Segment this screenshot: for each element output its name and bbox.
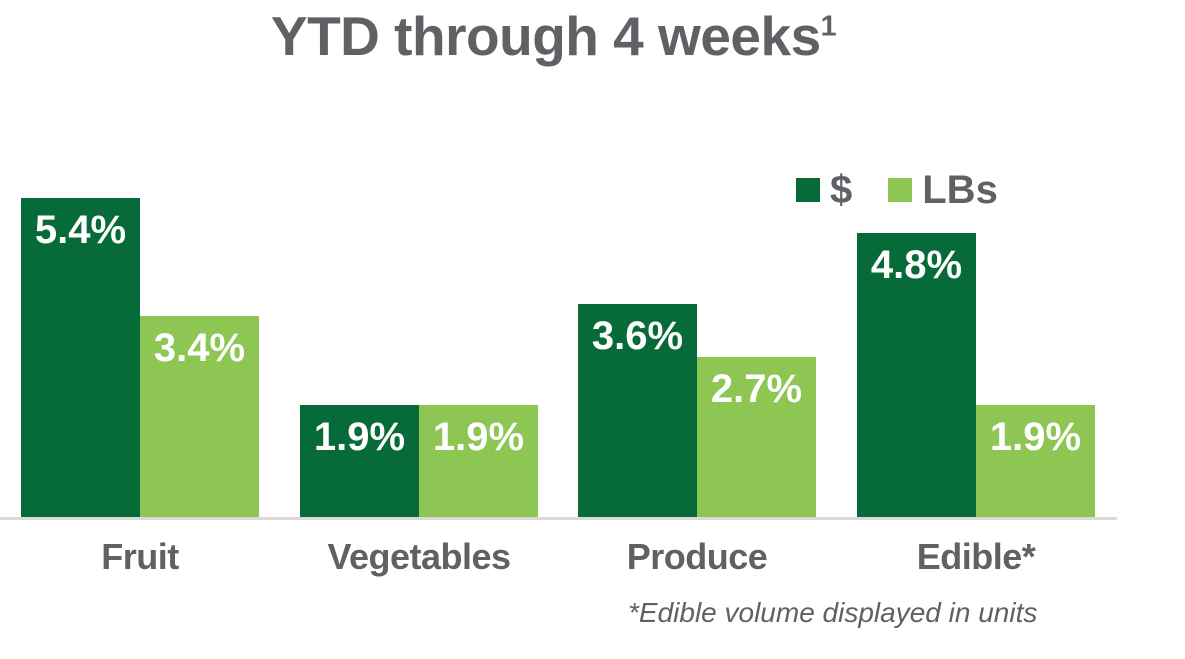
legend-swatch-dollars	[796, 178, 820, 202]
chart-title-footnote-marker: 1	[820, 10, 837, 43]
bar-value-label: 3.6%	[591, 314, 684, 358]
x-axis-line	[0, 517, 1117, 520]
legend-label-dollars: $	[830, 168, 853, 212]
category-label-produce: Produce	[626, 536, 768, 577]
bar-value-label: 1.9%	[989, 415, 1082, 459]
category-label-vegetables: Vegetables	[327, 536, 511, 577]
category-label-fruit: Fruit	[101, 536, 179, 577]
bar-value-label: 1.9%	[432, 415, 525, 459]
bar-lbs-produce: 2.7%	[697, 357, 816, 517]
bar-value-label: 3.4%	[153, 326, 246, 370]
bar-value-label: 1.9%	[313, 415, 406, 459]
chart-title: YTD through 4 weeks1	[0, 4, 1107, 68]
footnote: *Edible volume displayed in units	[628, 597, 1038, 628]
bar-value-label: 4.8%	[870, 243, 963, 287]
legend-swatch-lbs	[888, 178, 913, 202]
bar-dollars-edible: 4.8%	[857, 233, 976, 517]
legend-label-lbs: LBs	[922, 168, 998, 212]
chart-title-text: YTD through 4 weeks	[270, 5, 821, 67]
bar-value-label: 5.4%	[34, 208, 127, 252]
bar-lbs-edible: 1.9%	[976, 405, 1095, 517]
bar-dollars-produce: 3.6%	[578, 304, 697, 517]
bar-lbs-fruit: 3.4%	[140, 316, 259, 517]
category-label-edible: Edible*	[916, 536, 1036, 577]
bar-dollars-fruit: 5.4%	[21, 198, 140, 517]
bar-lbs-vegetables: 1.9%	[419, 405, 538, 517]
bar-value-label: 2.7%	[710, 367, 803, 411]
bar-dollars-vegetables: 1.9%	[300, 405, 419, 517]
legend: $ LBs	[796, 170, 998, 210]
